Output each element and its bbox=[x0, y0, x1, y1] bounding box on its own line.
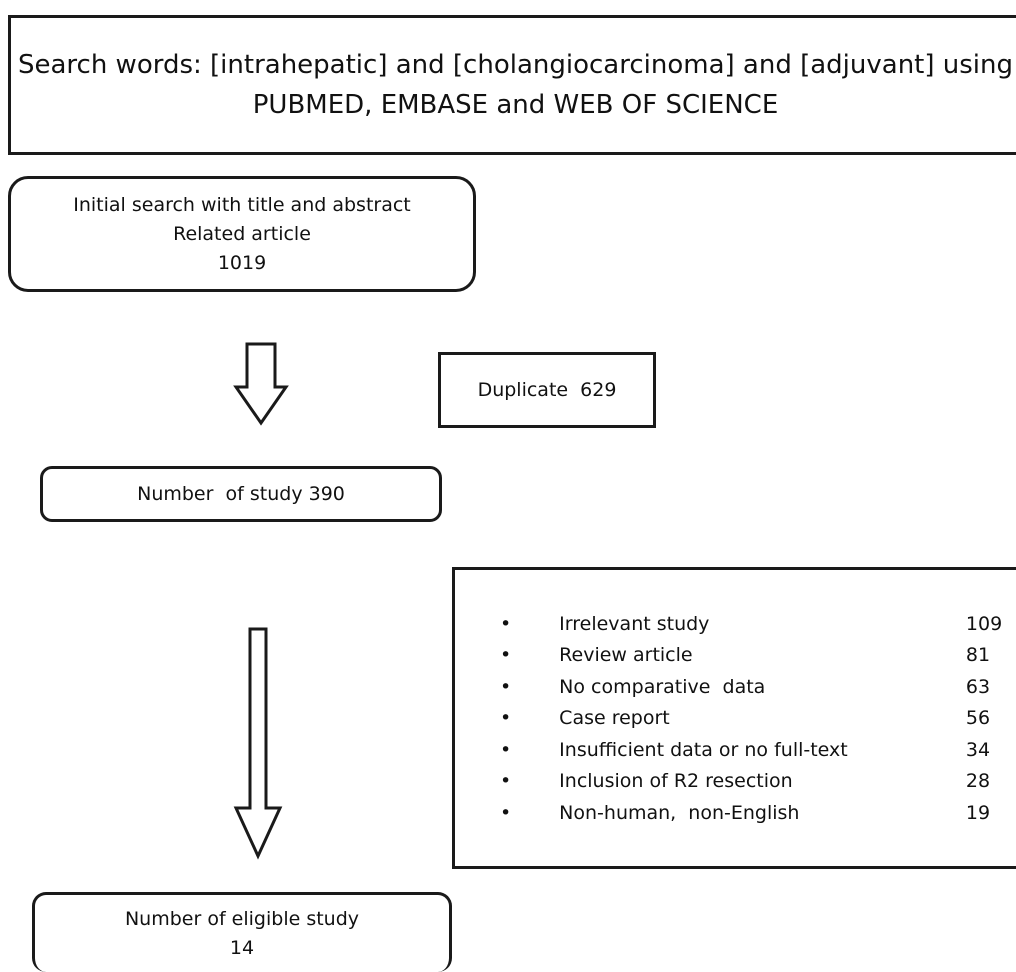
search-line-1: Search words: [intrahepatic] and [cholan… bbox=[17, 50, 1014, 80]
initial-line-1: Initial search with title and abstract bbox=[73, 193, 411, 216]
study-count-box: Number of study 390 bbox=[40, 466, 442, 522]
exclusion-label: Case report bbox=[559, 707, 670, 730]
initial-count: 1019 bbox=[217, 251, 267, 274]
exclusion-count: 109 bbox=[965, 612, 1003, 635]
exclusion-count: 63 bbox=[965, 675, 991, 698]
exclusion-reasons-box: • Irrelevant study 109 • Review article … bbox=[452, 567, 1016, 869]
exclusion-label: Irrelevant study bbox=[559, 612, 710, 635]
bullet-icon: • bbox=[499, 675, 512, 698]
search-line-2: PUBMED, EMBASE and WEB OF SCIENCE bbox=[252, 90, 779, 120]
search-criteria-box: Search words: [intrahepatic] and [cholan… bbox=[8, 15, 1016, 155]
duplicate-label: Duplicate 629 bbox=[477, 379, 617, 401]
exclusion-label: Insufficient data or no full-text bbox=[559, 738, 848, 761]
exclusion-count: 81 bbox=[965, 644, 991, 667]
bullet-icon: • bbox=[499, 644, 512, 667]
exclusion-item: • Review article 81 bbox=[455, 640, 1016, 672]
initial-line-2: Related article bbox=[173, 222, 311, 245]
eligible-count: 14 bbox=[229, 936, 255, 959]
bullet-icon: • bbox=[499, 612, 512, 635]
exclusion-item: • Insufficient data or no full-text 34 bbox=[455, 734, 1016, 766]
exclusion-item: • No comparative data 63 bbox=[455, 671, 1016, 703]
duplicate-box: Duplicate 629 bbox=[438, 352, 656, 428]
study-label: Number of study 390 bbox=[137, 483, 345, 505]
bullet-icon: • bbox=[499, 770, 512, 793]
bullet-icon: • bbox=[499, 707, 512, 730]
exclusion-list: • Irrelevant study 109 • Review article … bbox=[455, 570, 1016, 829]
bullet-icon: • bbox=[499, 801, 512, 824]
exclusion-item: • Case report 56 bbox=[455, 703, 1016, 735]
down-arrow-icon bbox=[233, 342, 289, 426]
exclusion-label: No comparative data bbox=[559, 675, 766, 698]
exclusion-item: • Irrelevant study 109 bbox=[455, 608, 1016, 640]
exclusion-count: 28 bbox=[965, 770, 991, 793]
initial-search-box: Initial search with title and abstract R… bbox=[8, 176, 476, 292]
eligible-label: Number of eligible study bbox=[124, 907, 360, 930]
exclusion-label: Review article bbox=[559, 644, 693, 667]
exclusion-count: 34 bbox=[965, 738, 991, 761]
exclusion-label: Non-human, non-English bbox=[559, 801, 800, 824]
exclusion-count: 19 bbox=[965, 801, 991, 824]
down-arrow-icon bbox=[233, 627, 283, 860]
exclusion-item: • Inclusion of R2 resection 28 bbox=[455, 766, 1016, 798]
exclusion-count: 56 bbox=[965, 707, 991, 730]
exclusion-item: • Non-human, non-English 19 bbox=[455, 797, 1016, 829]
exclusion-label: Inclusion of R2 resection bbox=[559, 770, 793, 793]
bullet-icon: • bbox=[499, 738, 512, 761]
eligible-study-box: Number of eligible study 14 bbox=[32, 892, 452, 972]
